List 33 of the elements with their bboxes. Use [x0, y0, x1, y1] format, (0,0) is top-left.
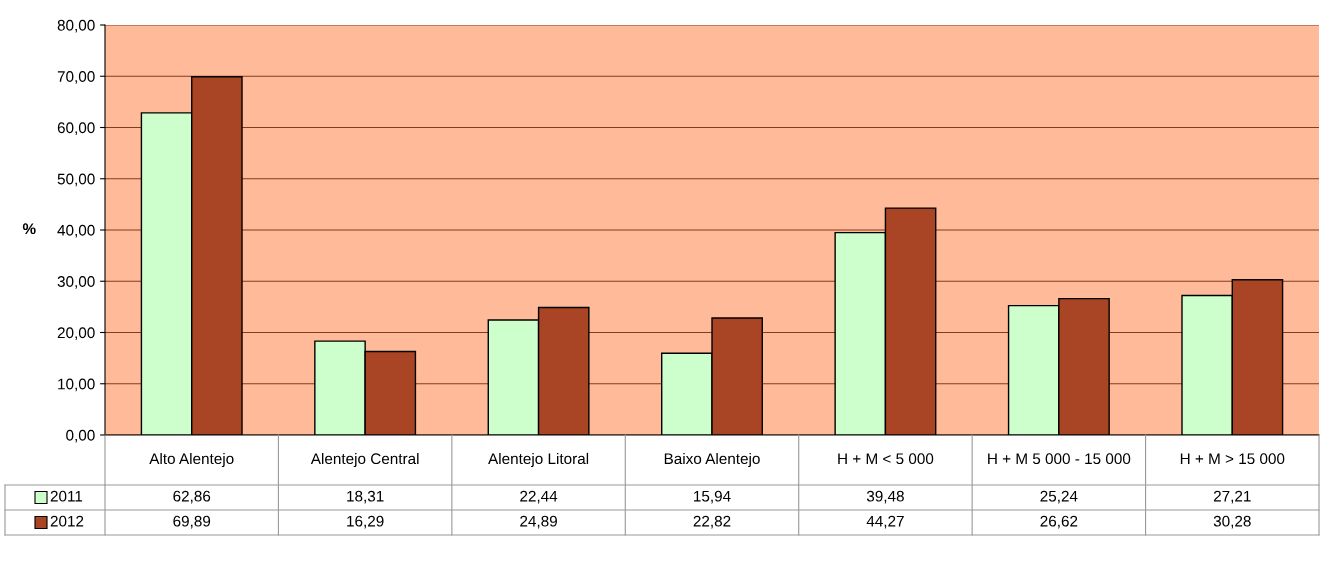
x-tick-label: H + M < 5 000 — [838, 453, 934, 465]
data-label: 15,94 — [694, 490, 731, 504]
y-tick-label: 0,00 — [66, 429, 95, 443]
data-label: 30,28 — [1213, 515, 1251, 529]
data-label: 69,89 — [173, 515, 211, 529]
y-tick-label: 60,00 — [57, 122, 95, 135]
x-tick-label: Baixo Alentejo — [664, 452, 760, 468]
data-label: 18,31 — [347, 490, 384, 504]
x-tick-label: Alentejo Central — [310, 452, 419, 468]
y-tick-label: 10,00 — [58, 378, 95, 392]
data-label: 22,82 — [693, 515, 731, 529]
x-tick-label: Alentejo Litoral — [488, 452, 589, 468]
y-tick-label: 40,00 — [57, 224, 95, 238]
y-tick-label: 50,00 — [57, 173, 95, 187]
data-label: 44,27 — [866, 515, 904, 529]
x-tick-label: Alto Alentejo — [149, 452, 234, 468]
data-label: 25,24 — [1040, 490, 1078, 504]
x-tick-label: H + M 5 000 - 15 000 — [988, 453, 1131, 465]
y-tick-label: 30,00 — [57, 276, 95, 289]
legend-label: 2012 — [50, 515, 84, 527]
data-label: 22,44 — [520, 490, 558, 504]
x-tick-label: H + M > 15 000 — [1180, 453, 1285, 465]
data-label: 26,62 — [1040, 515, 1078, 529]
y-tick-label: 70,00 — [57, 71, 95, 84]
data-label: 39,48 — [866, 490, 904, 504]
data-label: 62,86 — [173, 490, 211, 504]
y-tick-label: 80,00 — [57, 19, 95, 33]
y-tick-label: 20,00 — [57, 327, 95, 340]
data-label: 27,21 — [1213, 490, 1251, 504]
data-label: 16,29 — [347, 515, 384, 529]
y-axis-title: % — [22, 223, 36, 235]
data-label: 24,89 — [520, 515, 557, 529]
legend-label: 2011 — [50, 490, 83, 502]
